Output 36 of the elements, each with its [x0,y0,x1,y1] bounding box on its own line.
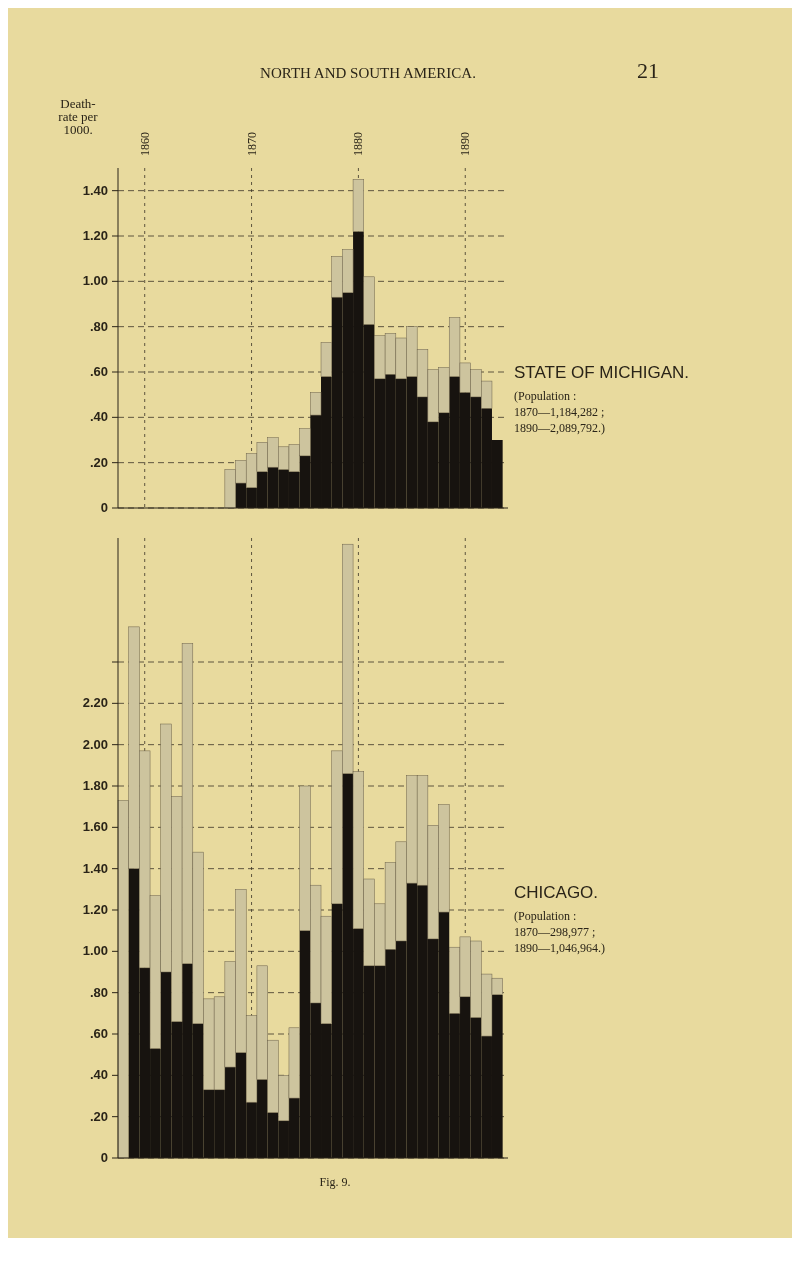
y-tick-label: 1.40 [82,182,108,198]
y-tick-label: 0 [100,500,108,515]
bar [310,392,322,416]
y-tick-label: .20 [89,454,108,470]
y-tick-label: 1.60 [82,819,108,835]
bar [363,276,375,325]
y-tick-label: 1.00 [82,273,108,289]
text: (Population : 1870—1,184,282 ; 1890—2,089,792.) [514,389,605,435]
y-tick-label: .80 [89,984,108,1000]
y-tick-label: 1.20 [82,228,108,243]
y-tick-label: 1.40 [82,860,108,876]
y-tick-label: 2.00 [82,736,108,752]
y-tick-label: .20 [89,1108,108,1124]
x-tick-label: 1880 [351,132,366,156]
y-tick-label: .60 [89,364,108,379]
y-tick-label: 2.20 [82,695,108,711]
y-tick-label: .60 [89,1026,108,1041]
y-axis-title: Death- rate per 1000. [58,96,99,137]
y-tick-label: .40 [89,1067,108,1083]
y-tick-label: .80 [89,318,108,334]
y-tick-label: 0 [100,1150,108,1165]
caption: Fig. 9. [319,1175,351,1189]
text: (Population : 1870—298,977 ; 1890—1,046,964.) [514,909,605,955]
bar [352,179,364,232]
text: CHICAGO. [514,883,599,902]
y-tick-label: 1.80 [82,778,108,793]
bar [320,342,332,377]
y-tick-label: 1.20 [82,902,108,917]
text: NORTH AND SOUTH AMERICA. [260,65,476,81]
y-tick-label: .40 [89,409,108,425]
text: STATE OF MICHIGAN. [514,363,690,382]
y-tick-label: 1.00 [82,943,108,959]
x-tick-label: 1860 [137,132,152,156]
x-tick-label: 1890 [458,132,473,156]
x-tick-label: 1870 [244,132,259,156]
text: 21 [637,58,659,83]
